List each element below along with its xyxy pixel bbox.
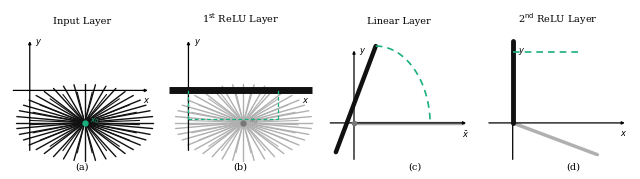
Text: $x$: $x$	[302, 96, 309, 105]
Text: $x_0$: $x_0$	[249, 117, 258, 126]
Title: Input Layer: Input Layer	[53, 17, 111, 26]
Text: $y$: $y$	[518, 46, 525, 57]
Text: $y$: $y$	[35, 37, 42, 48]
Text: (c): (c)	[408, 162, 421, 171]
Title: 2$^{\mathrm{nd}}$ ReLU Layer: 2$^{\mathrm{nd}}$ ReLU Layer	[518, 11, 598, 27]
Text: (d): (d)	[566, 162, 580, 171]
Text: (a): (a)	[76, 162, 89, 171]
Text: (b): (b)	[234, 162, 248, 171]
Text: $\bar{x}$: $\bar{x}$	[461, 129, 469, 140]
Text: $x$: $x$	[620, 129, 628, 138]
Text: $x$: $x$	[143, 96, 150, 105]
Text: $y$: $y$	[359, 46, 366, 57]
Text: $x_0$: $x_0$	[90, 117, 99, 126]
Text: $y$: $y$	[194, 37, 201, 48]
Title: Linear Layer: Linear Layer	[367, 17, 431, 26]
Title: 1$^{\mathrm{st}}$ ReLU Layer: 1$^{\mathrm{st}}$ ReLU Layer	[202, 11, 279, 27]
